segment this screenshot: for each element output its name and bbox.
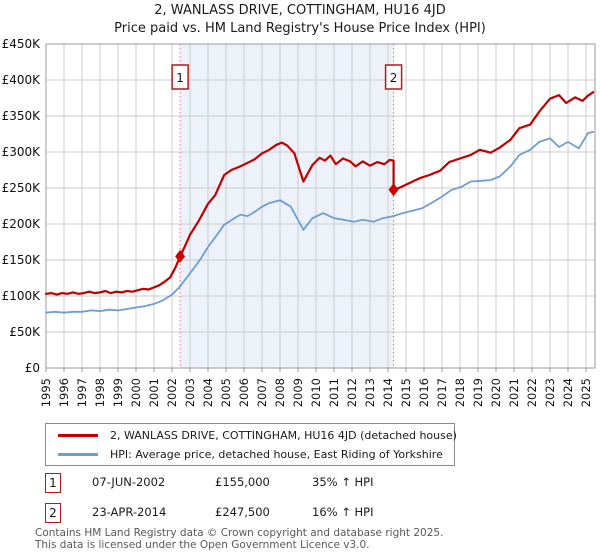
- x-axis-tick-label: 2016: [417, 378, 431, 407]
- hpi-line: [45, 130, 595, 314]
- sale-1-price: £155,000: [215, 475, 270, 489]
- x-axis-tick-label: 2020: [489, 378, 503, 407]
- x-axis-tick-label: 2010: [309, 378, 323, 407]
- x-axis-tick-label: 1999: [111, 378, 125, 407]
- plot-border: [45, 43, 596, 369]
- price-paid-line: [44, 91, 595, 296]
- y-axis-tick-label: £0: [25, 361, 40, 375]
- sale-2-hpi-delta: 16% ↑ HPI: [312, 505, 374, 519]
- sale-2-number-badge: 2: [45, 503, 61, 523]
- legend-item-price-paid: 2, WANLASS DRIVE, COTTINGHAM, HU16 4JD (…: [58, 427, 457, 443]
- x-axis-tick-label: 1998: [93, 378, 107, 407]
- footer-line-2: This data is licensed under the Open Gov…: [35, 538, 370, 551]
- sale-2-flag-box: [384, 64, 403, 90]
- x-axis-tick-label: 2008: [273, 378, 287, 407]
- sale-1-date: 07-JUN-2002: [92, 475, 166, 489]
- x-axis-tick-label: 2015: [399, 378, 413, 407]
- sale-2-marker: [388, 183, 399, 197]
- x-axis-tick-label: 1995: [39, 378, 53, 407]
- x-axis-tick-label: 1996: [57, 378, 71, 407]
- sale-1-number-badge: 1: [45, 473, 61, 493]
- x-axis-tick-label: 1997: [75, 378, 89, 407]
- page-title: 2, WANLASS DRIVE, COTTINGHAM, HU16 4JD: [154, 3, 446, 18]
- sale-annotation-row-1: 1 07-JUN-2002 £155,000 35% ↑ HPI: [45, 473, 565, 503]
- price-paid-line-swatch: [58, 433, 98, 437]
- sale-1-hpi-delta: 35% ↑ HPI: [312, 475, 374, 489]
- x-axis-tick-label: 2009: [291, 378, 305, 407]
- x-axis-tick-label: 2000: [129, 378, 143, 407]
- x-axis-tick-label: 2001: [147, 378, 161, 407]
- legend-label-price-paid: 2, WANLASS DRIVE, COTTINGHAM, HU16 4JD (…: [110, 428, 457, 442]
- page-subtitle: Price paid vs. HM Land Registry's House …: [114, 21, 486, 36]
- legend-item-hpi: HPI: Average price, detached house, East…: [58, 446, 454, 462]
- x-axis-tick-label: 2007: [255, 378, 269, 407]
- y-axis-tick-label: £200K: [2, 217, 42, 231]
- sale-annotation-row-2: 2 23-APR-2014 £247,500 16% ↑ HPI: [45, 503, 565, 533]
- x-axis-tick-label: 2002: [165, 378, 179, 407]
- x-axis-tick-label: 2004: [201, 378, 215, 407]
- license-footer: Contains HM Land Registry data © Crown c…: [35, 527, 444, 551]
- x-axis-tick-label: 2013: [363, 378, 377, 407]
- x-axis-tick-label: 2018: [453, 378, 467, 407]
- hpi-line-swatch: [58, 452, 98, 456]
- x-axis-tick-label: 2023: [543, 378, 557, 407]
- sale-1-marker: [175, 249, 186, 263]
- y-axis-tick-label: £450K: [2, 37, 42, 51]
- sale-annotations: 1 07-JUN-2002 £155,000 35% ↑ HPI 2 23-AP…: [45, 473, 565, 533]
- sale-2-price: £247,500: [215, 505, 270, 519]
- y-axis-tick-label: £150K: [2, 253, 42, 267]
- y-axis-tick-label: £250K: [2, 181, 42, 195]
- x-axis-tick-label: 2022: [525, 378, 539, 407]
- x-axis-tick-label: 2011: [327, 378, 341, 407]
- y-axis-tick-label: £300K: [2, 145, 42, 159]
- x-axis-tick-label: 2014: [381, 378, 395, 407]
- sale-2-date: 23-APR-2014: [92, 505, 167, 519]
- y-axis-tick-label: £100K: [2, 289, 42, 303]
- y-axis-tick-label: £350K: [2, 109, 42, 123]
- x-axis-tick-label: 2003: [183, 378, 197, 407]
- x-axis-tick-label: 2024: [561, 378, 575, 407]
- price-chart-plot: 1 2 £0 £50K £100K £150K £200K £250K £300K £350K £4…: [2, 37, 596, 407]
- x-axis-tick-label: 2017: [435, 378, 449, 407]
- y-axis-tick-label: £50K: [9, 325, 41, 339]
- x-axis-tick-label: 2006: [237, 378, 251, 407]
- x-axis-tick-label: 2005: [219, 378, 233, 407]
- sale-1-flag-label: 1: [176, 71, 184, 85]
- sale-1-flag-box: [171, 64, 189, 90]
- sale-2-flag-label: 2: [390, 71, 398, 85]
- footer-line-1: Contains HM Land Registry data © Crown c…: [35, 527, 444, 539]
- y-axis-tick-label: £400K: [2, 73, 42, 87]
- x-axis-tick-label: 2021: [507, 378, 521, 407]
- legend-label-hpi: HPI: Average price, detached house, East…: [110, 447, 443, 461]
- legend: 2, WANLASS DRIVE, COTTINGHAM, HU16 4JD (…: [45, 423, 457, 466]
- x-axis-tick-label: 2019: [471, 378, 485, 407]
- x-axis-tick-label: 2025: [579, 378, 593, 407]
- x-axis-tick-label: 2012: [345, 378, 359, 407]
- between-sales-shaded-band: [180, 44, 394, 368]
